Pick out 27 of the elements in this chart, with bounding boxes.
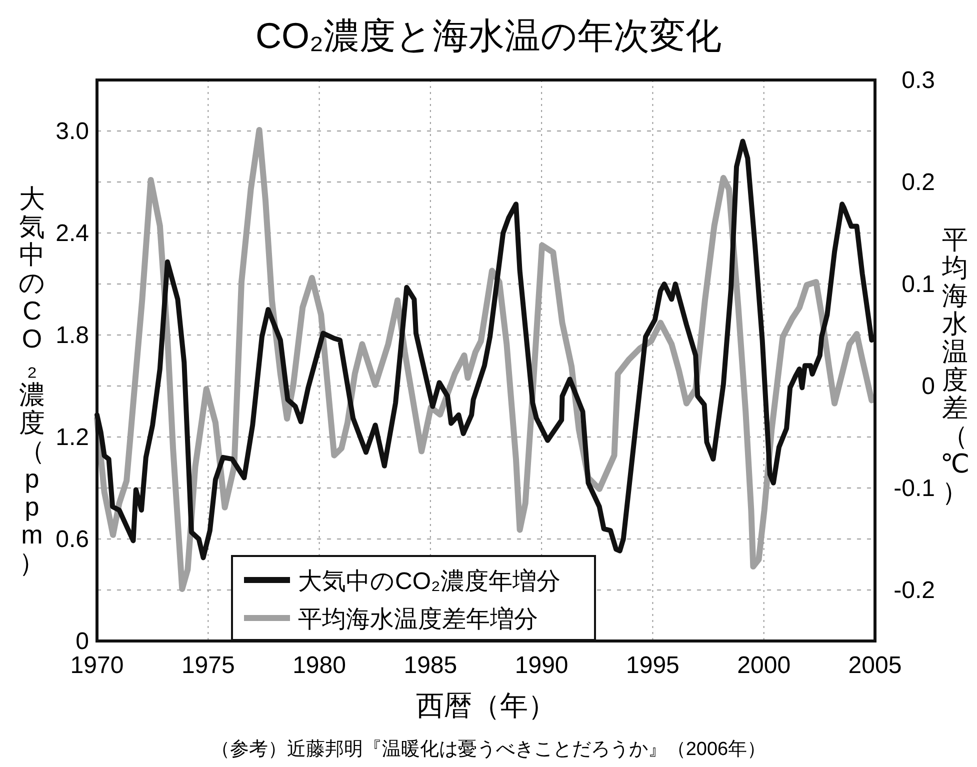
text: 大気中のCO₂濃度（ppm） (18, 184, 46, 578)
y-tick-label: 0.6 (56, 526, 89, 553)
y-tick-label: 3.0 (56, 118, 89, 145)
y2-tick-label: 0.3 (902, 67, 935, 94)
chart-title: CO₂濃度と海水温の年次変化 (256, 15, 722, 56)
y2-tick-label: -0.1 (894, 475, 935, 502)
y2-tick-label: 0.2 (902, 169, 935, 196)
x-tick-label: 1995 (626, 652, 680, 679)
x-tick-label: 2000 (737, 652, 791, 679)
legend-label: 平均海水温度差年増分 (298, 606, 538, 633)
x-tick-label: 1980 (292, 652, 346, 679)
x-tick-label: 1975 (181, 652, 235, 679)
x-tick-label: 1985 (404, 652, 458, 679)
x-axis-title: 西暦（年） (416, 690, 556, 721)
x-tick-label: 2005 (848, 652, 902, 679)
y-tick-label: 0 (76, 628, 89, 655)
x-tick-label: 1990 (514, 652, 568, 679)
x-tick-label: 1970 (70, 652, 124, 679)
y2-tick-label: 0.1 (902, 271, 935, 298)
text: 平均海水温度差（℃） (940, 224, 970, 506)
y-tick-label: 1.2 (56, 424, 89, 451)
y-tick-label: 2.4 (56, 220, 89, 247)
text: （参考）近藤邦明『温暖化は憂うべきことだろうか』（2006年） (210, 739, 766, 760)
legend-label: 大気中のCO₂濃度年増分 (298, 568, 560, 595)
y-tick-label: 1.8 (56, 322, 89, 349)
y2-tick-label: -0.2 (894, 577, 935, 604)
y2-tick-label: 0 (922, 373, 935, 400)
